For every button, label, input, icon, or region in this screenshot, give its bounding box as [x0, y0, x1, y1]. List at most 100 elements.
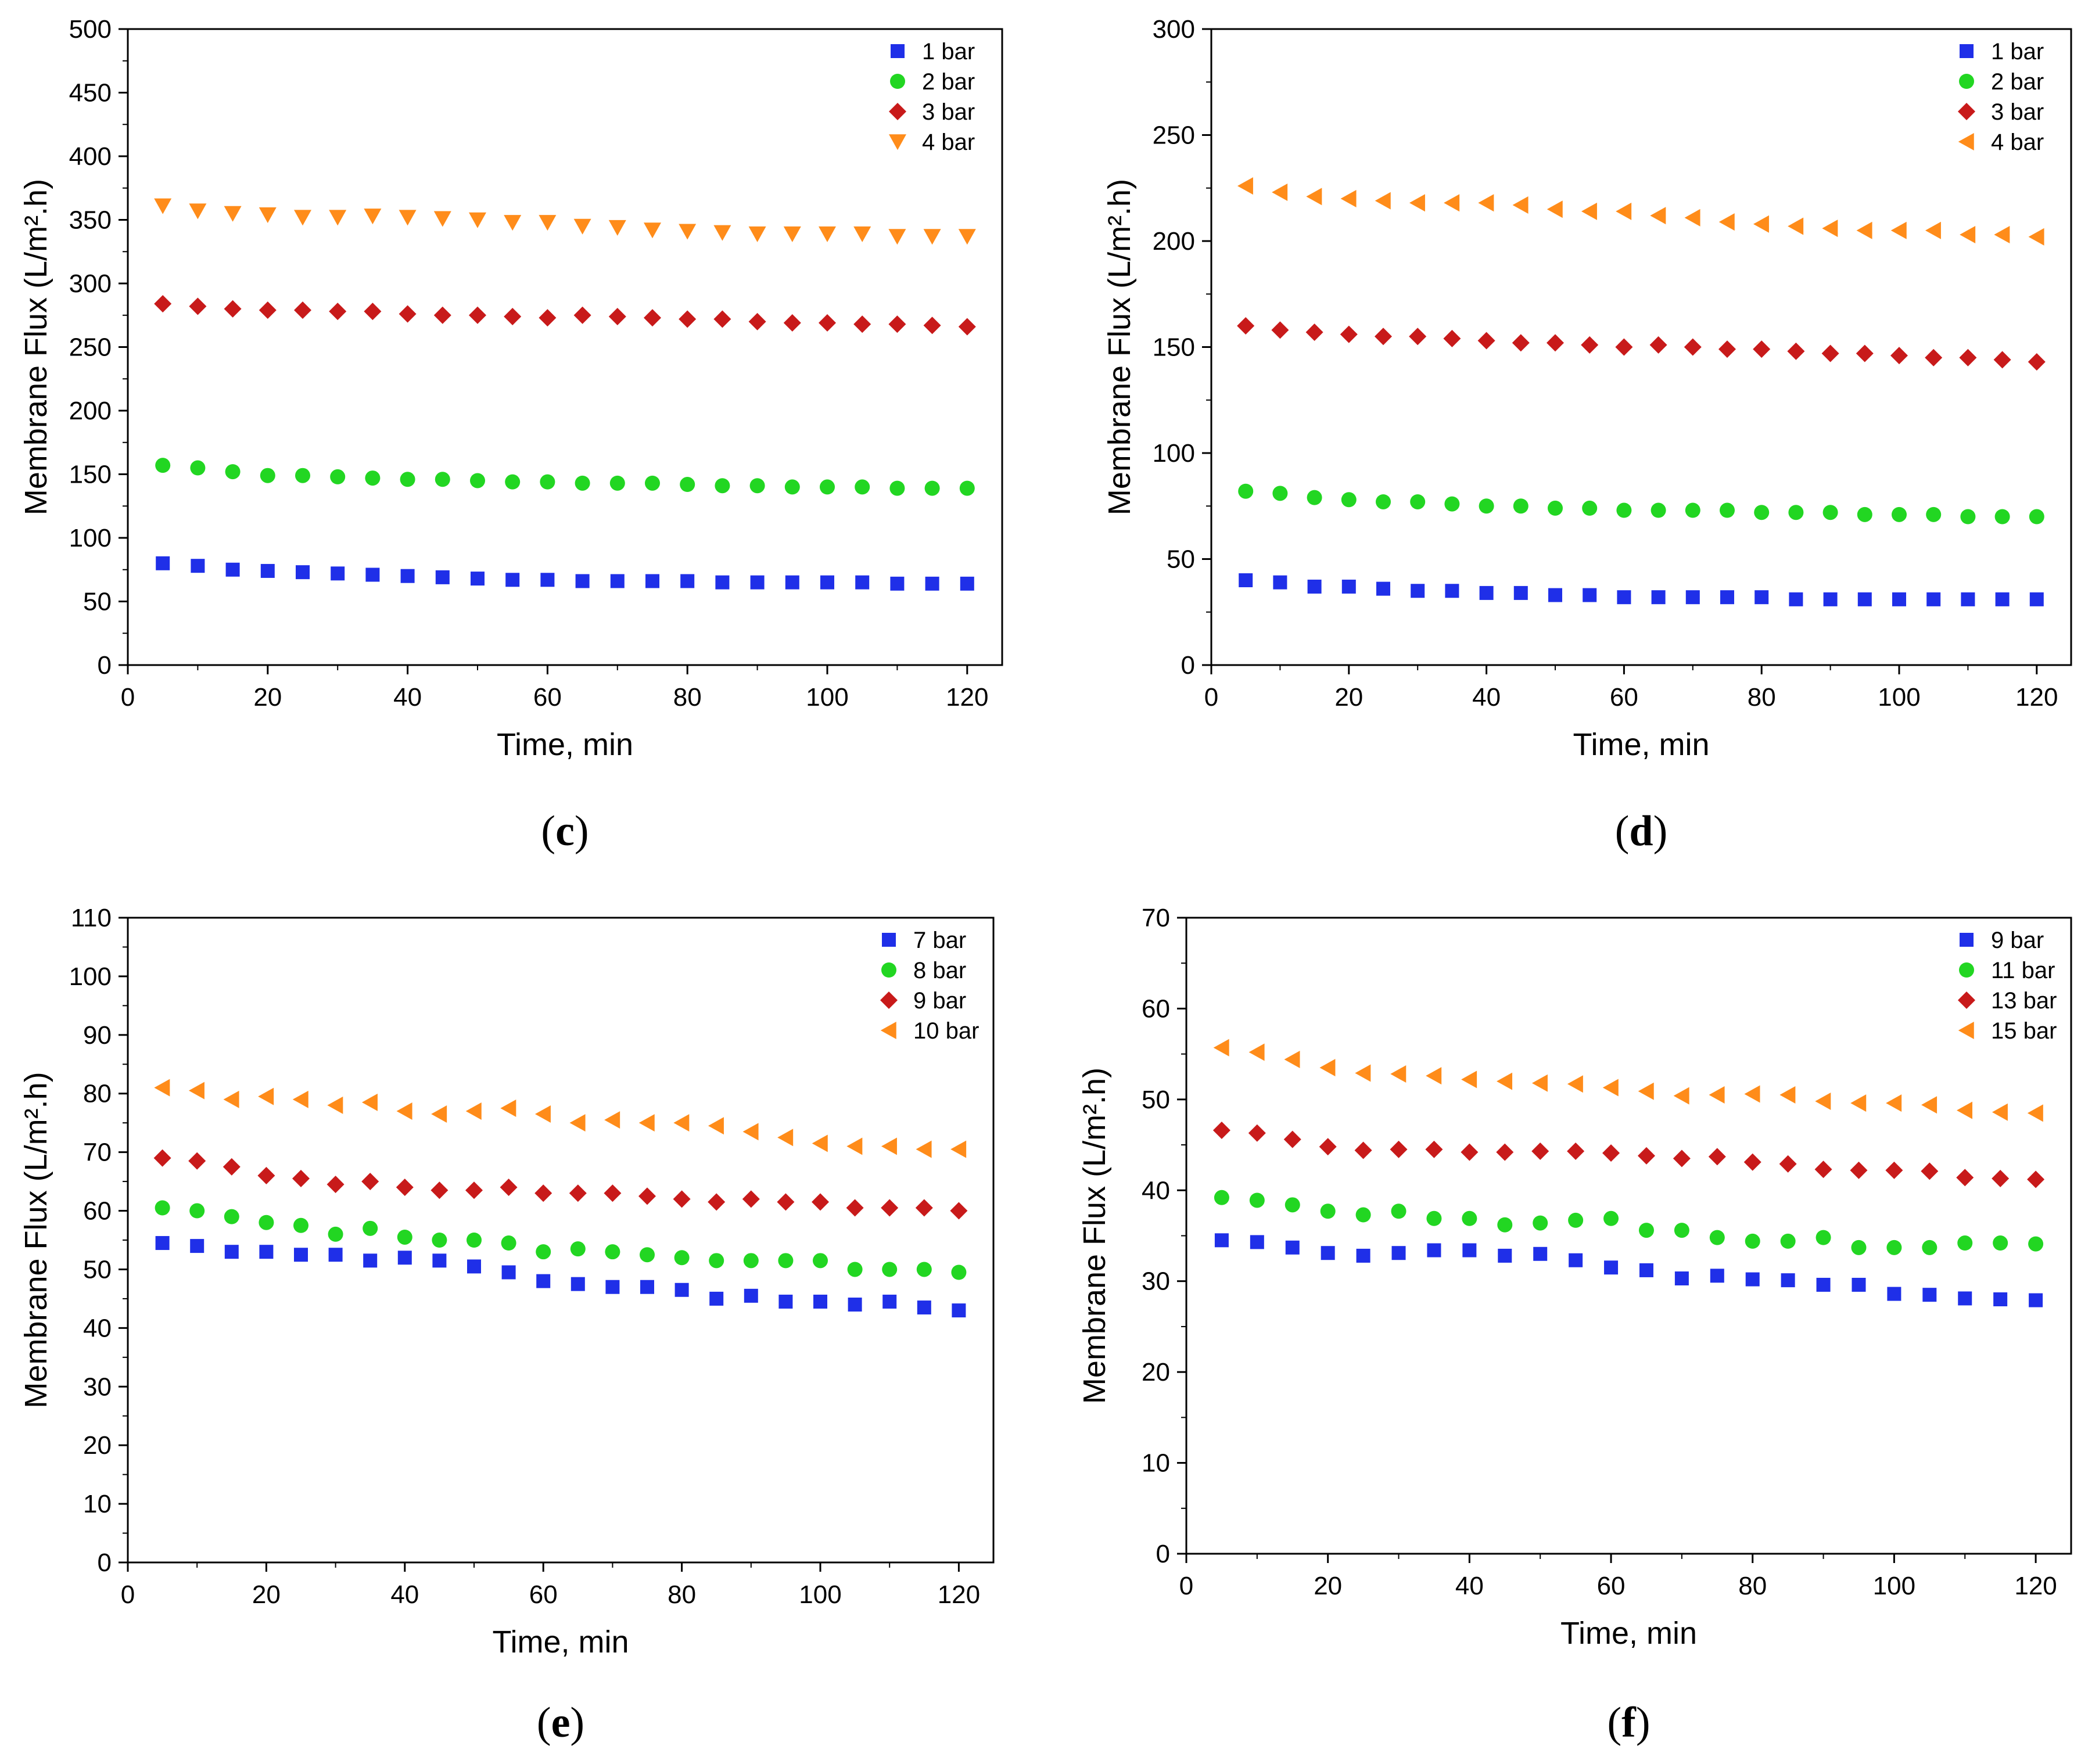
data-point: [674, 1282, 689, 1297]
data-point: [1443, 329, 1461, 347]
data-point: [1850, 1094, 1867, 1112]
data-point: [1638, 1082, 1654, 1100]
data-point: [431, 1105, 447, 1123]
legend-label: 4 bar: [1991, 130, 2044, 155]
data-point: [435, 570, 450, 584]
data-point: [819, 226, 836, 242]
data-point: [1890, 221, 1907, 239]
data-point: [1340, 190, 1357, 207]
data-point: [154, 198, 172, 214]
data-point: [225, 562, 240, 577]
legend-label: 11 bar: [1991, 958, 2055, 983]
data-point: [540, 573, 555, 587]
data-point: [465, 1102, 482, 1120]
data-point: [713, 310, 731, 328]
y-tick-label: 100: [69, 524, 112, 552]
data-point: [1956, 1169, 1974, 1187]
legend-label: 3 bar: [1991, 99, 2044, 125]
data-point: [923, 229, 941, 245]
data-point: [889, 480, 905, 496]
data-point: [916, 1140, 932, 1158]
data-point: [1581, 336, 1599, 354]
data-point: [1355, 1207, 1371, 1223]
data-point: [1851, 1240, 1867, 1255]
data-point: [1892, 506, 1907, 522]
y-tick-label: 50: [83, 588, 112, 616]
x-tick-label: 60: [533, 683, 562, 712]
data-point: [1249, 1192, 1265, 1208]
data-point: [881, 1137, 897, 1155]
data-point: [363, 1253, 378, 1268]
data-point: [1673, 1149, 1691, 1167]
data-point: [260, 563, 275, 578]
data-point: [1994, 509, 2010, 524]
data-point: [1710, 1269, 1724, 1283]
data-point: [1753, 215, 1769, 233]
data-point: [917, 1300, 931, 1315]
data-point: [813, 1294, 827, 1309]
data-point: [1427, 1243, 1441, 1258]
legend-label: 2 bar: [1991, 69, 2044, 95]
series-13-bar: [1212, 1122, 2045, 1188]
x-tick-label: 100: [806, 683, 848, 712]
data-point: [1426, 1067, 1442, 1085]
data-point: [259, 207, 277, 223]
data-point: [1340, 325, 1358, 343]
data-point: [855, 479, 870, 495]
data-point: [1426, 1210, 1442, 1226]
x-tick-label: 0: [121, 683, 135, 712]
data-point: [1995, 592, 2010, 606]
data-point: [1531, 1074, 1548, 1092]
data-point: [156, 556, 170, 570]
x-tick-label: 80: [668, 1580, 696, 1609]
data-point: [679, 224, 697, 240]
data-point: [673, 1190, 691, 1208]
y-tick-label: 250: [1153, 121, 1195, 150]
data-point: [396, 1179, 414, 1197]
data-point: [331, 566, 345, 581]
data-point: [846, 1199, 864, 1217]
data-point: [679, 310, 697, 328]
data-point: [1616, 502, 1632, 518]
data-point: [258, 1087, 274, 1105]
legend-marker: [1960, 44, 1974, 58]
data-point: [1745, 1272, 1760, 1287]
data-point: [1925, 349, 1943, 367]
data-point: [1708, 1148, 1726, 1166]
data-point: [1674, 1271, 1689, 1286]
data-point: [571, 1277, 585, 1291]
data-point: [1533, 1246, 1548, 1261]
data-point: [1926, 592, 1941, 606]
data-point: [1411, 584, 1425, 598]
data-point: [1602, 1079, 1619, 1097]
data-point: [1718, 213, 1735, 231]
y-tick-label: 10: [1142, 1449, 1170, 1478]
data-point: [400, 472, 415, 487]
data-point: [608, 220, 626, 236]
data-point: [1582, 500, 1598, 516]
data-point: [1567, 1075, 1583, 1093]
data-point: [223, 1158, 241, 1176]
x-tick-label: 0: [1179, 1572, 1193, 1600]
data-point: [1651, 590, 1666, 605]
panel-c: 0 20 40 60 80 100 120 0 50 100 150 200 250 300 350 400 4…: [19, 15, 1003, 855]
data-point: [189, 1203, 205, 1219]
data-point: [1283, 1130, 1301, 1148]
data-point: [191, 559, 205, 573]
data-point: [1512, 196, 1529, 214]
data-point: [365, 567, 380, 582]
data-point: [1753, 340, 1771, 358]
series-7-bar: [155, 1236, 966, 1318]
data-point: [1356, 1248, 1370, 1263]
data-point: [1444, 194, 1460, 212]
data-point: [575, 475, 590, 491]
data-point: [1922, 1240, 1938, 1255]
x-tick-label: 20: [252, 1580, 281, 1609]
data-point: [748, 312, 766, 330]
data-point: [1248, 1043, 1265, 1061]
data-point: [569, 1184, 587, 1202]
data-point: [1604, 1260, 1619, 1275]
data-point: [1956, 1101, 1972, 1119]
data-point: [1531, 1143, 1549, 1161]
data-point: [326, 1176, 345, 1194]
